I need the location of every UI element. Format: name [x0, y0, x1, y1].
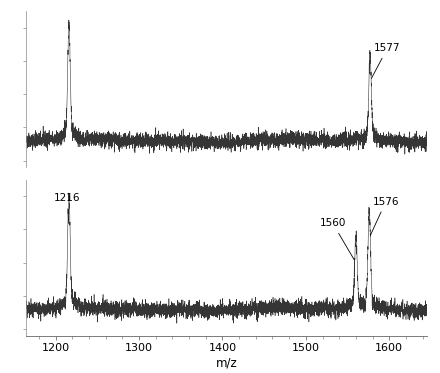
- Text: 1216: 1216: [54, 193, 81, 223]
- Text: 1576: 1576: [370, 197, 399, 235]
- Text: 1560: 1560: [319, 218, 355, 260]
- Text: 1577: 1577: [371, 43, 401, 78]
- X-axis label: m/z: m/z: [216, 357, 238, 370]
